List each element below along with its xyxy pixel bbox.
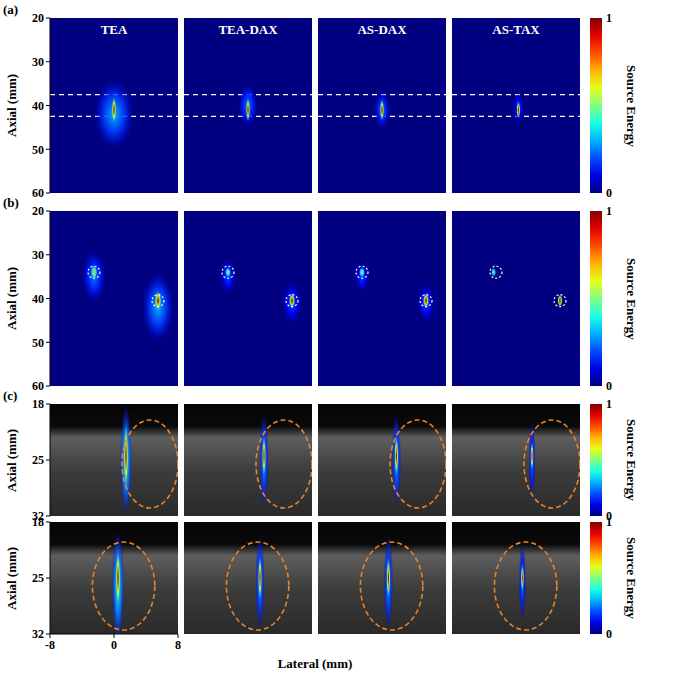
svg-text:40: 40: [32, 292, 44, 306]
html-text:TEA: TEA: [100, 22, 128, 37]
svg-text:40: 40: [32, 99, 44, 113]
html-text:0: 0: [606, 509, 612, 523]
svg-text:-8: -8: [45, 638, 55, 652]
svg-text:50: 50: [32, 143, 44, 157]
svg-text:18: 18: [32, 515, 44, 529]
svg-text:50: 50: [32, 336, 44, 350]
html-text:1: 1: [606, 397, 612, 411]
html-text:0: 0: [606, 379, 612, 393]
svg-text:20: 20: [32, 11, 44, 25]
html-text:AS-DAX: AS-DAX: [357, 22, 407, 37]
html-text:Lateral (mm): Lateral (mm): [277, 656, 353, 671]
html-text:AS-TAX: AS-TAX: [492, 22, 540, 37]
html-text:1: 1: [606, 11, 612, 25]
svg-text:20: 20: [32, 204, 44, 218]
html-text:Axial (mm): Axial (mm): [4, 73, 19, 138]
svg-text:0: 0: [111, 638, 117, 652]
svg-text:25: 25: [32, 453, 44, 467]
html-text:Axial (mm): Axial (mm): [4, 266, 19, 331]
html-text:TEA-DAX: TEA-DAX: [218, 22, 278, 37]
svg-text:30: 30: [32, 248, 44, 262]
svg-text:32: 32: [32, 627, 44, 641]
html-text:1: 1: [606, 515, 612, 529]
html-text:Source Energy: Source Energy: [624, 537, 639, 619]
html-text:0: 0: [606, 627, 612, 641]
svg-text:60: 60: [32, 186, 44, 200]
svg-text:60: 60: [32, 379, 44, 393]
html-text:Axial (mm): Axial (mm): [4, 428, 19, 492]
html-text:(a): (a): [3, 2, 19, 17]
svg-text:25: 25: [32, 571, 44, 585]
html-text:(c): (c): [3, 388, 18, 403]
svg-text:18: 18: [32, 397, 44, 411]
html-text:Source Energy: Source Energy: [624, 64, 639, 147]
html-text:1: 1: [606, 204, 612, 218]
html-text:Source Energy: Source Energy: [624, 419, 639, 501]
html-text:Source Energy: Source Energy: [624, 257, 639, 340]
html-text:(b): (b): [3, 195, 19, 210]
svg-text:8: 8: [175, 638, 181, 652]
html-text:Axial (mm): Axial (mm): [4, 546, 19, 610]
svg-text:30: 30: [32, 55, 44, 69]
html-text:0: 0: [606, 186, 612, 200]
